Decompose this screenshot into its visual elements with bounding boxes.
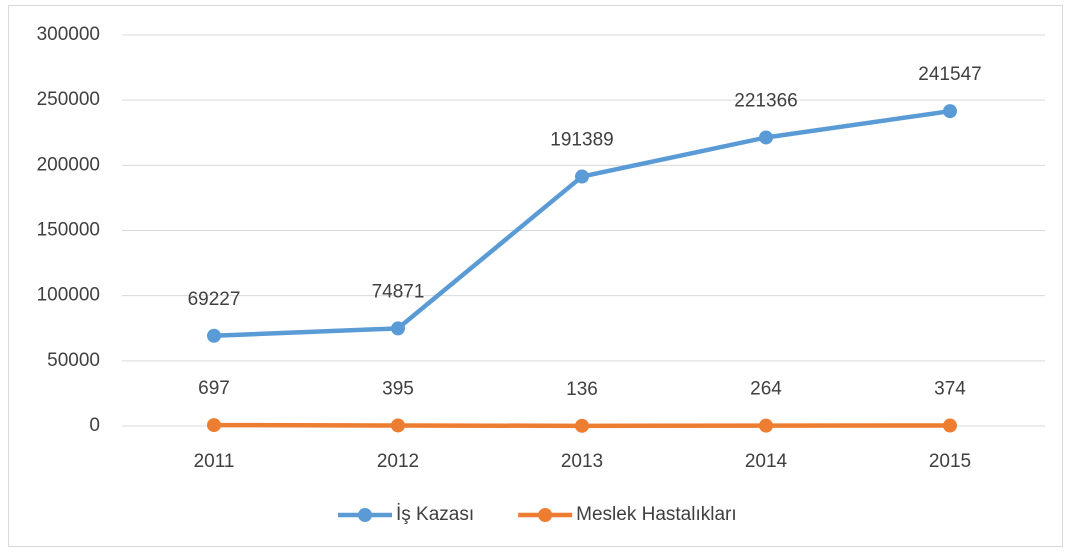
legend-label: İş Kazası xyxy=(396,504,474,525)
y-tick-label: 50000 xyxy=(47,350,100,371)
data-label: 74871 xyxy=(372,281,425,302)
data-label: 136 xyxy=(566,379,598,400)
data-point xyxy=(759,130,773,145)
data-point xyxy=(943,104,957,119)
y-tick-label: 0 xyxy=(89,415,100,436)
data-point xyxy=(391,418,405,433)
data-point xyxy=(759,418,773,433)
legend-label: Meslek Hastalıkları xyxy=(576,504,737,525)
legend-marker xyxy=(358,508,372,522)
data-label: 374 xyxy=(934,379,966,400)
data-label: 191389 xyxy=(550,130,613,151)
chart-border xyxy=(8,5,1063,547)
data-label: 395 xyxy=(382,379,414,400)
data-label: 697 xyxy=(198,378,230,399)
y-tick-label: 300000 xyxy=(37,24,100,45)
x-tick-label: 2015 xyxy=(929,451,971,472)
data-point xyxy=(207,328,221,343)
data-label: 69227 xyxy=(188,289,241,310)
data-label: 264 xyxy=(750,379,782,400)
data-point xyxy=(943,418,957,433)
x-tick-label: 2012 xyxy=(377,451,419,472)
data-point xyxy=(575,418,589,433)
y-tick-label: 200000 xyxy=(37,154,100,175)
data-point xyxy=(391,321,405,336)
data-point xyxy=(575,169,589,184)
data-point xyxy=(207,418,221,433)
legend-marker xyxy=(538,508,553,522)
x-tick-label: 2014 xyxy=(745,451,788,472)
y-tick-label: 100000 xyxy=(37,285,100,306)
x-tick-label: 2013 xyxy=(561,451,603,472)
data-label: 241547 xyxy=(918,64,981,85)
y-tick-label: 250000 xyxy=(37,89,100,110)
y-tick-label: 150000 xyxy=(37,220,100,241)
data-label: 221366 xyxy=(734,91,797,112)
x-tick-label: 2011 xyxy=(194,451,235,472)
